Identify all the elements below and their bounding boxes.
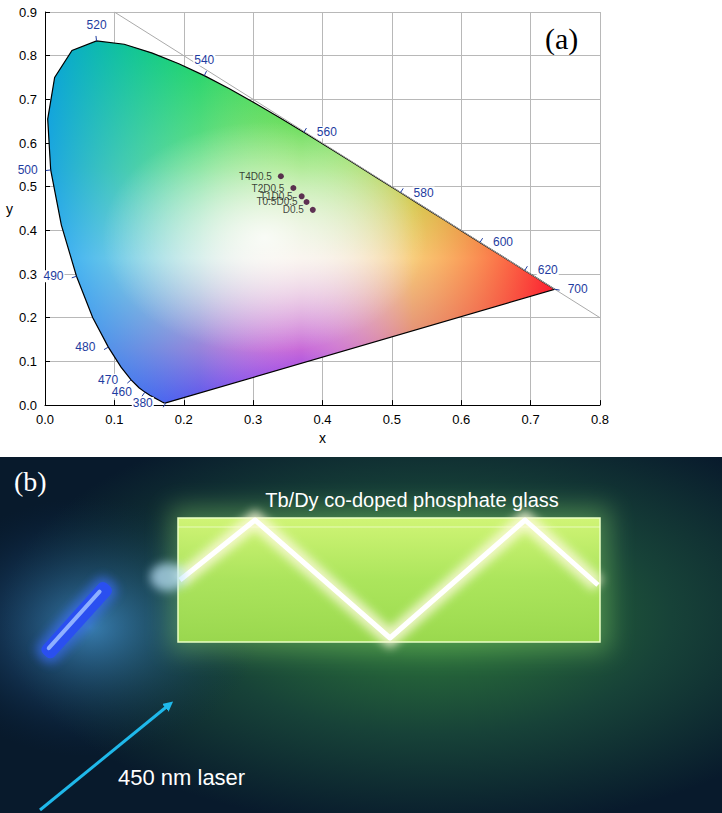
svg-text:620: 620 xyxy=(538,263,558,277)
svg-text:(b): (b) xyxy=(14,466,47,497)
svg-text:0.3: 0.3 xyxy=(19,267,37,282)
svg-text:0.8: 0.8 xyxy=(19,48,37,63)
svg-text:580: 580 xyxy=(414,186,434,200)
svg-text:0.1: 0.1 xyxy=(19,354,37,369)
svg-text:490: 490 xyxy=(43,269,63,283)
svg-text:480: 480 xyxy=(75,340,95,354)
svg-text:y: y xyxy=(6,201,13,217)
svg-text:0.4: 0.4 xyxy=(19,223,37,238)
svg-text:T0.5D0.5: T0.5D0.5 xyxy=(256,196,298,208)
svg-text:0.1: 0.1 xyxy=(105,412,123,427)
svg-text:560: 560 xyxy=(317,125,337,139)
svg-text:0.9: 0.9 xyxy=(19,5,37,20)
svg-text:0.4: 0.4 xyxy=(313,412,331,427)
svg-text:520: 520 xyxy=(87,18,107,32)
svg-text:0.7: 0.7 xyxy=(19,92,37,107)
svg-text:0.6: 0.6 xyxy=(452,412,470,427)
svg-text:0.0: 0.0 xyxy=(19,398,37,413)
svg-text:0.5: 0.5 xyxy=(383,412,401,427)
svg-text:x: x xyxy=(319,430,326,446)
svg-text:700: 700 xyxy=(568,282,588,296)
svg-text:0.2: 0.2 xyxy=(175,412,193,427)
svg-text:0.0: 0.0 xyxy=(36,412,54,427)
svg-text:460: 460 xyxy=(112,385,132,399)
svg-text:470: 470 xyxy=(98,373,118,387)
svg-text:540: 540 xyxy=(194,53,214,67)
svg-text:Tb/Dy co-doped phosphate glass: Tb/Dy co-doped phosphate glass xyxy=(265,489,559,511)
svg-text:(a): (a) xyxy=(545,22,578,56)
svg-text:0.2: 0.2 xyxy=(19,310,37,325)
svg-text:D0.5: D0.5 xyxy=(283,204,305,215)
svg-text:0.7: 0.7 xyxy=(522,412,540,427)
svg-text:0.8: 0.8 xyxy=(591,412,609,427)
svg-text:0.6: 0.6 xyxy=(19,136,37,151)
svg-text:T2D0.5: T2D0.5 xyxy=(251,182,285,194)
svg-text:380: 380 xyxy=(133,396,153,410)
svg-text:0.3: 0.3 xyxy=(244,412,262,427)
svg-text:600: 600 xyxy=(493,235,513,249)
svg-text:450 nm laser: 450 nm laser xyxy=(118,765,245,790)
svg-text:500: 500 xyxy=(18,163,38,177)
svg-text:T4D0.5: T4D0.5 xyxy=(239,171,272,182)
svg-text:0.5: 0.5 xyxy=(19,179,37,194)
